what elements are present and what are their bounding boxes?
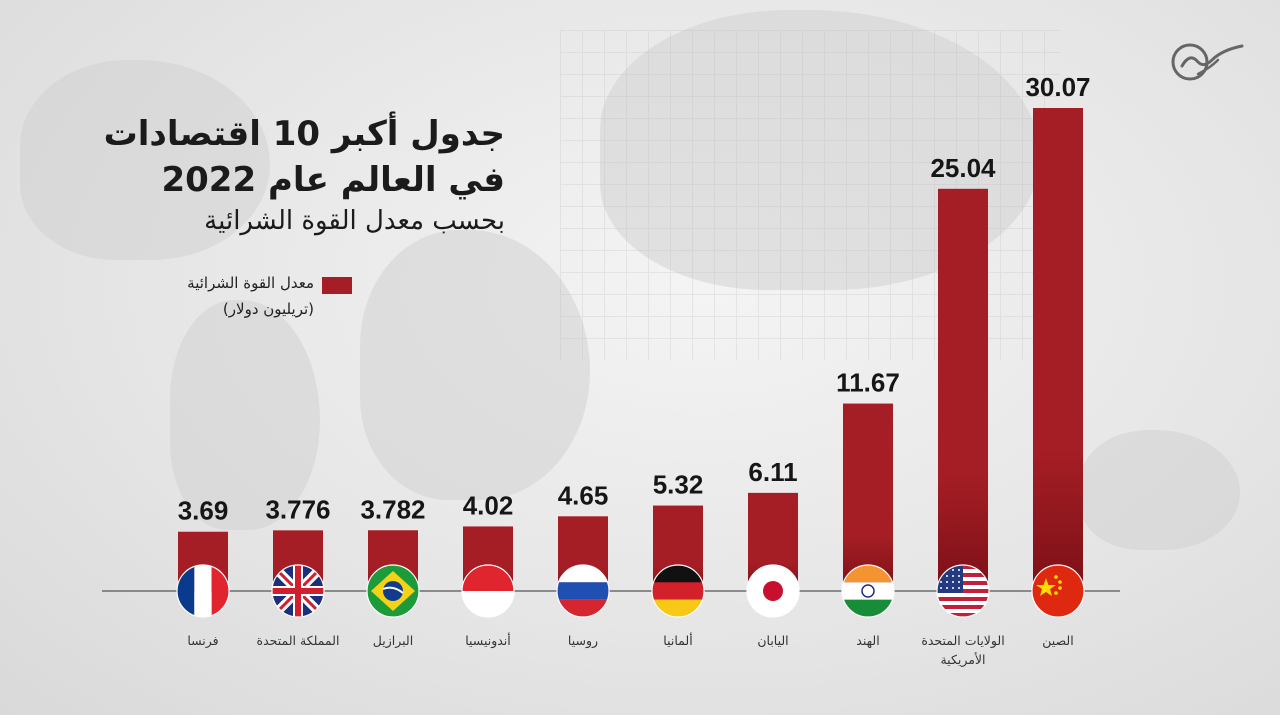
france-flag-icon <box>176 564 230 618</box>
category-label: أندونيسيا <box>465 632 511 649</box>
category-label: المملكة المتحدة <box>257 633 340 648</box>
value-label: 11.67 <box>836 368 900 398</box>
world-map-shape-europe-africa <box>360 230 590 500</box>
bar-china <box>1033 108 1083 591</box>
chart-title-line1: جدول أكبر 10 اقتصادات <box>103 114 505 154</box>
world-map-shape-south-america <box>170 300 320 530</box>
value-label: 30.07 <box>1025 72 1090 102</box>
category-label: روسيا <box>568 633 598 649</box>
china-flag-icon <box>1031 564 1085 618</box>
united-kingdom-flag-icon <box>271 564 325 618</box>
brazil-flag-icon <box>366 564 420 618</box>
category-label: ألمانيا <box>663 632 692 648</box>
category-label: اليابان <box>757 633 788 648</box>
value-label: 6.11 <box>748 457 797 487</box>
almayadeen-logo-icon <box>1171 43 1244 81</box>
world-map-shape-australia <box>1080 430 1240 550</box>
indonesia-flag-icon <box>461 564 515 618</box>
category-label: الأمريكية <box>940 652 985 668</box>
category-label: الهند <box>856 633 879 649</box>
india-flag-icon <box>841 564 895 618</box>
value-label: 25.04 <box>930 153 996 183</box>
world-map-shape-americas <box>20 60 270 260</box>
legend-swatch <box>322 277 352 294</box>
category-label: الصين <box>1042 633 1073 649</box>
value-label: 3.782 <box>360 494 425 524</box>
usa-flag-icon <box>936 564 990 618</box>
category-label: البرازيل <box>373 633 413 649</box>
category-label: الولايات المتحدة <box>921 633 1004 649</box>
legend-unit: (تريليون دولار) <box>222 300 314 318</box>
value-label: 4.02 <box>463 490 514 520</box>
chart-subtitle: بحسب معدل القوة الشرائية <box>204 206 505 236</box>
japan-flag-icon <box>746 564 800 618</box>
russia-flag-icon <box>556 564 610 618</box>
value-label: 3.69 <box>178 496 229 526</box>
bar-india <box>843 403 893 591</box>
value-label: 4.65 <box>558 480 609 510</box>
value-label: 5.32 <box>653 470 704 500</box>
value-label: 3.776 <box>265 494 330 524</box>
chart-title-line2: في العالم عام 2022 <box>161 160 505 200</box>
legend-label: معدل القوة الشرائية <box>187 274 314 292</box>
category-label: فرنسا <box>187 633 218 649</box>
germany-flag-icon <box>651 564 705 618</box>
bar-usa <box>938 188 988 591</box>
